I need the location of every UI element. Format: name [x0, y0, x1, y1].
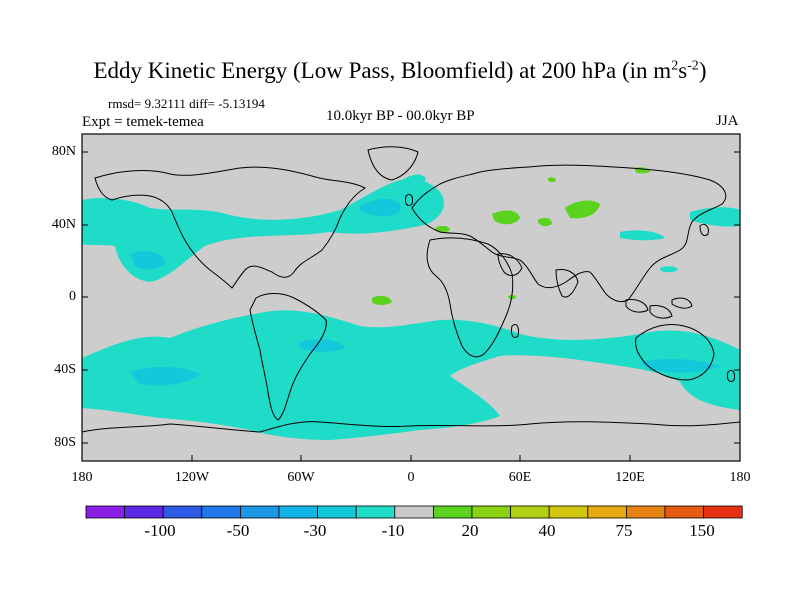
period-label: 10.0kyr BP - 00.0kyr BP	[326, 108, 475, 124]
colorbar-swatch	[355, 505, 396, 519]
x-tick-label: 120W	[174, 470, 210, 485]
season-label: JJA	[716, 113, 739, 129]
colorbar-swatch	[587, 505, 627, 519]
anomaly-e-europe	[435, 225, 450, 233]
anomaly-caspian	[492, 210, 520, 225]
anomaly-nw-pacific	[690, 207, 740, 227]
experiment-label: Expt = temek-temea	[82, 114, 204, 130]
coastlines	[82, 146, 740, 433]
anomaly-ne-pacific-core	[130, 251, 165, 270]
colorbar-swatch	[162, 505, 203, 519]
colorbar-label: -30	[303, 521, 327, 540]
colorbar-swatch	[432, 505, 473, 519]
anomaly-n-pacific-core	[359, 198, 401, 217]
x-tick-label: 0	[407, 470, 415, 485]
x-tick-label: 60W	[287, 470, 315, 485]
plot-title: Eddy Kinetic Energy (Low Pass, Bloomfiel…	[93, 58, 707, 83]
anomaly-s-pacific	[82, 310, 740, 440]
colorbar-swatch	[201, 505, 241, 519]
anomaly-s-pacific-core	[130, 366, 200, 386]
anomaly-fields	[82, 167, 740, 440]
x-tick-label: 60E	[508, 470, 532, 485]
colorbar-swatch	[703, 505, 743, 519]
anomaly-s-indian-core	[640, 359, 720, 373]
x-tick-label: 120E	[615, 470, 645, 485]
colorbar-swatch	[626, 505, 666, 519]
anomaly-n-atlantic	[400, 174, 426, 189]
x-tick-label: 180	[71, 470, 93, 485]
y-tick-label: 40N	[51, 217, 76, 232]
colorbar-swatch	[317, 505, 357, 519]
colorbar	[85, 505, 743, 519]
y-tick-label: 40S	[54, 362, 76, 377]
x-tick-label: 180	[729, 470, 751, 485]
anomaly-mideast	[538, 217, 552, 227]
anomaly-central-asia	[565, 200, 600, 219]
colorbar-label: 40	[538, 521, 556, 540]
anomaly-n-pacific	[82, 179, 444, 282]
anomaly-arctic	[548, 177, 556, 183]
anomaly-atlantic-eq	[372, 295, 392, 305]
colorbar-label: -50	[226, 521, 250, 540]
anomaly-s-atlantic-core	[300, 339, 345, 352]
colorbar-swatch	[510, 505, 550, 519]
colorbar-swatch	[239, 505, 280, 519]
colorbar-swatch	[278, 505, 318, 519]
colorbar-label: -100	[144, 521, 176, 540]
axis-ticks	[81, 151, 741, 461]
y-tick-label: 80N	[51, 144, 76, 159]
colorbar-swatch	[664, 505, 704, 519]
colorbar-label: 150	[689, 521, 715, 540]
colorbar-label: 75	[615, 521, 633, 540]
colorbar-swatch	[471, 505, 511, 519]
colorbar-swatch	[85, 505, 125, 519]
colorbar-swatch	[124, 505, 164, 519]
colorbar-label: 20	[461, 521, 479, 540]
y-tick-label: 0	[69, 289, 76, 304]
colorbar-swatch	[548, 505, 589, 519]
anomaly-n-pacific-east	[620, 230, 665, 241]
colorbar-swatch	[394, 505, 434, 519]
colorbar-label: -10	[381, 521, 405, 540]
y-tick-label: 80S	[54, 435, 76, 450]
stats-text: rmsd= 9.32111 diff= -5.13194	[108, 96, 265, 111]
anomaly-asia-spot	[660, 266, 678, 273]
